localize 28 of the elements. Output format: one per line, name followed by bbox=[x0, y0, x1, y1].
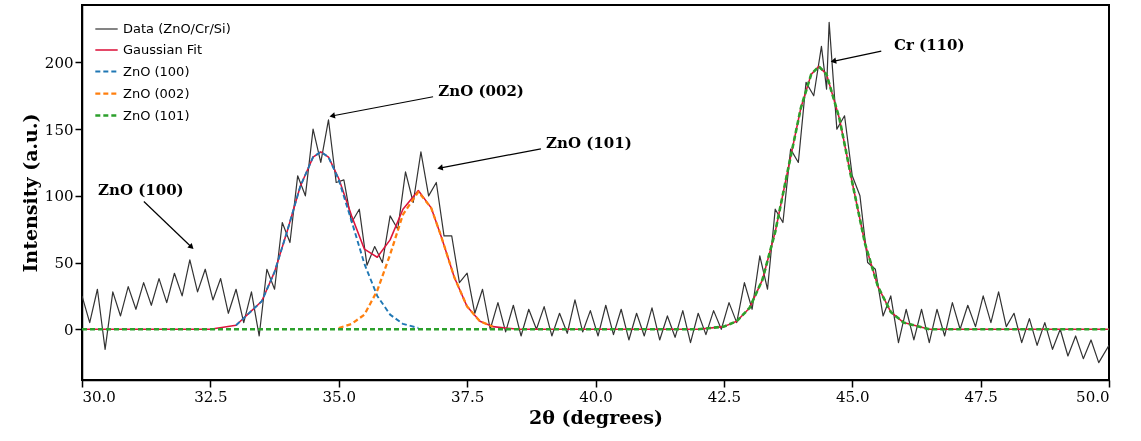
y-axis-title: Intensity (a.u.) bbox=[18, 113, 41, 273]
annotation: ZnO (002) bbox=[438, 81, 524, 100]
line-series bbox=[337, 190, 494, 330]
line-series bbox=[235, 150, 420, 329]
x-tick-label: 45.0 bbox=[836, 387, 870, 406]
legend-label: ZnO (101) bbox=[123, 107, 190, 123]
y-tick-label: 150 bbox=[44, 120, 74, 139]
legend-label: ZnO (100) bbox=[123, 63, 190, 79]
x-tick-label: 40.0 bbox=[579, 387, 613, 406]
x-tick-label: 42.5 bbox=[707, 387, 742, 406]
annotation: Cr (110) bbox=[893, 36, 965, 55]
y-tick-label: 200 bbox=[44, 53, 74, 72]
y-tick-label: 0 bbox=[63, 320, 74, 339]
legend-label: Data (ZnO/Cr/Si) bbox=[123, 21, 231, 36]
y-tick-label: 100 bbox=[44, 187, 74, 206]
x-tick-label: 35.0 bbox=[322, 387, 356, 406]
legend-label: Gaussian Fit bbox=[123, 42, 203, 57]
x-tick-label: 32.5 bbox=[194, 387, 228, 406]
x-axis-title: 2θ (degrees) bbox=[528, 405, 664, 428]
annotation: ZnO (101) bbox=[546, 133, 632, 152]
x-tick-label: 47.5 bbox=[964, 387, 998, 406]
legend-label: ZnO (002) bbox=[123, 85, 190, 101]
annotation: ZnO (100) bbox=[98, 180, 184, 199]
line-series bbox=[82, 21, 1109, 364]
x-tick-label: 30.0 bbox=[82, 387, 116, 406]
x-tick-label: 37.5 bbox=[450, 387, 485, 406]
x-tick-label: 50.0 bbox=[1076, 387, 1110, 406]
y-tick-label: 50 bbox=[54, 254, 74, 273]
